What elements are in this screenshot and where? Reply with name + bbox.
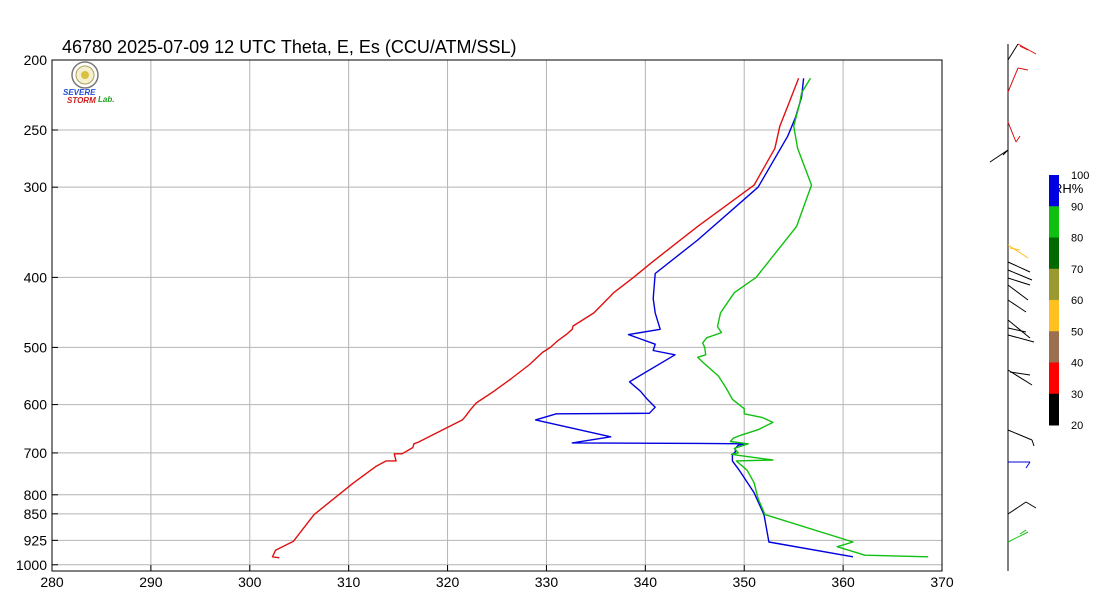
wind-barb-200	[1007, 43, 1037, 61]
colorbar-tick-label: 30	[1071, 389, 1083, 401]
logo-word-severe: SEVERE	[63, 88, 96, 97]
colorbar-tick-label: 40	[1071, 358, 1083, 370]
y-tick-label: 600	[24, 397, 48, 413]
x-tick-label: 310	[337, 574, 361, 590]
wind-barb-925	[1007, 501, 1037, 515]
colorbar-segment	[1049, 331, 1059, 363]
plot-frame	[51, 59, 943, 572]
wind-barb-300	[1007, 121, 1021, 143]
colorbar-tick-label: 20	[1071, 420, 1083, 432]
colorbar-segment	[1049, 268, 1059, 301]
series-line-2	[534, 78, 854, 558]
chart-title: 46780 2025-07-09 12 UTC Theta, E, Es (CC…	[62, 37, 517, 57]
y-tick-label: 500	[24, 339, 48, 355]
wind-barb-800	[1007, 429, 1035, 447]
colorbar-segment	[1049, 206, 1059, 238]
colorbar-tick-label: 100	[1071, 170, 1089, 182]
wind-barb-650	[1007, 319, 1035, 343]
y-axis: 200 250 300 400 500 600 700 800 850 925 1000	[16, 52, 58, 573]
rh-colorbar: RH% 100 90 80 70 60 50 40 30 20	[1049, 170, 1089, 432]
x-tick-label: 320	[436, 574, 460, 590]
x-tick-label: 360	[831, 574, 855, 590]
series-line-1	[271, 78, 800, 559]
y-tick-label: 400	[24, 269, 48, 285]
colorbar-tick-label: 80	[1071, 233, 1083, 245]
y-tick-label: 800	[24, 487, 48, 503]
wind-barb-550	[1007, 261, 1033, 286]
x-tick-label: 340	[634, 574, 658, 590]
logo-word-lab: Lab.	[98, 95, 114, 104]
x-tick-label: 280	[40, 574, 64, 590]
wind-barb-350	[989, 149, 1009, 163]
colorbar-segment	[1049, 300, 1059, 332]
y-tick-label: 850	[24, 506, 48, 522]
wind-barb-700	[1007, 369, 1033, 386]
colorbar-segment	[1049, 175, 1059, 207]
y-tick-label: 925	[24, 532, 48, 548]
y-tick-label: 200	[24, 52, 48, 68]
colorbar-label: RH%	[1053, 181, 1084, 196]
wind-barb-975	[1007, 529, 1029, 543]
colorbar-segment	[1049, 362, 1059, 395]
series-line-3	[697, 77, 929, 558]
series-layer	[271, 77, 929, 559]
y-tick-label: 300	[24, 179, 48, 195]
logo-word-storm: STORM	[67, 96, 96, 105]
wind-barb-250	[1007, 67, 1029, 93]
x-axis: 280 290 300 310 320 330 340 350 360 370	[40, 565, 954, 590]
grid	[52, 59, 942, 571]
x-tick-label: 300	[238, 574, 262, 590]
x-tick-label: 290	[139, 574, 163, 590]
y-tick-label: 250	[24, 122, 48, 138]
wind-barb-500	[1007, 244, 1029, 259]
wind-barb-600	[1007, 284, 1029, 313]
colorbar-segment	[1049, 237, 1059, 270]
y-tick-label: 700	[24, 445, 48, 461]
x-tick-label: 370	[930, 574, 954, 590]
colorbar-tick-label: 70	[1071, 264, 1083, 276]
colorbar-tick-label: 50	[1071, 326, 1083, 338]
severe-storm-lab-logo: SEVERE STORM Lab.	[63, 61, 114, 105]
colorbar-tick-label: 90	[1071, 201, 1083, 213]
x-tick-label: 350	[733, 574, 757, 590]
colorbar-segment	[1049, 393, 1059, 426]
x-tick-label: 330	[535, 574, 559, 590]
wind-barb-850	[1008, 461, 1031, 469]
wind-barbs	[989, 43, 1037, 571]
colorbar-tick-label: 60	[1071, 295, 1083, 307]
y-tick-label: 1000	[16, 557, 47, 573]
